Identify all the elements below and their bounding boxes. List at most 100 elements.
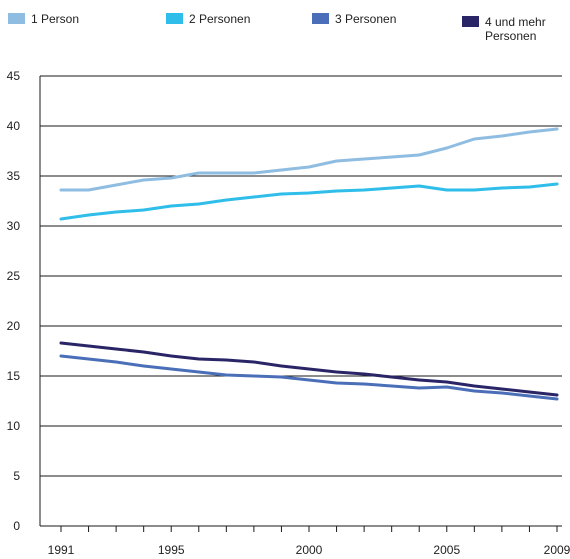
data-point [114,210,118,214]
data-point [500,391,504,395]
data-point [445,385,448,389]
data-point [59,217,63,221]
x-tick-label: 1995 [158,543,185,557]
data-point [362,382,366,386]
series-line-1 [59,127,559,192]
data-point [225,198,228,202]
data-point [335,381,338,385]
data-point [390,155,393,159]
data-point [390,375,393,379]
data-point [335,370,338,374]
data-point [59,354,63,358]
data-point [528,390,531,394]
data-point [197,357,200,361]
y-tick-label: 40 [7,119,21,133]
data-point [528,130,531,134]
legend-swatch [462,16,479,27]
data-point [114,360,118,364]
data-point [307,378,311,382]
data-point [142,350,145,354]
data-point [252,374,256,378]
y-tick-label: 25 [7,269,21,283]
data-point [528,185,531,189]
legend-swatch [312,13,329,24]
legend-item-3-personen: 3 Personen [312,12,396,26]
data-point [87,188,90,192]
data-point [362,157,366,161]
y-tick-label: 45 [7,69,21,83]
data-point [418,378,421,382]
x-tick-label: 2000 [296,543,323,557]
data-point [555,127,559,131]
data-point [170,204,173,208]
data-point [500,387,504,391]
data-point [418,386,421,390]
y-tick-label: 10 [7,419,21,433]
y-tick-label: 0 [13,519,20,533]
legend-label: 4 und mehr Personen [485,15,546,43]
legend-label: 2 Personen [189,12,251,26]
legend-swatch [8,13,25,24]
data-point [473,188,476,192]
data-point [555,397,559,401]
data-point [335,189,338,193]
data-point [225,373,228,377]
data-point [390,384,393,388]
legend-item-2-personen: 2 Personen [166,12,250,26]
data-point [252,171,256,175]
data-point [114,183,118,187]
data-point [114,347,118,351]
data-point [280,192,283,196]
data-point [59,341,63,345]
legend-item-1-person: 1 Person [8,12,79,26]
data-point [528,394,531,398]
data-point [280,375,283,379]
data-point [87,344,90,348]
y-tick-label: 35 [7,169,21,183]
x-tick-label: 2009 [544,543,570,557]
data-point [307,165,311,169]
data-point [142,364,145,368]
data-point [418,184,421,188]
legend-item-4-und-mehr-personen: 4 und mehr Personen [462,15,546,43]
y-tick-label: 20 [7,319,21,333]
data-point [473,137,476,141]
data-point [225,171,228,175]
data-point [500,186,504,190]
y-tick-label: 15 [7,369,21,383]
data-point [197,202,200,206]
data-point [362,372,366,376]
data-point [142,208,145,212]
data-point [473,384,476,388]
legend-label: 3 Personen [335,12,397,26]
data-point [473,389,476,393]
data-point [555,393,559,397]
series-line-3 [59,354,559,401]
data-point [59,188,63,192]
data-point [390,186,393,190]
data-point [170,176,173,180]
series-line-2 [59,182,559,221]
data-point [445,380,448,384]
data-point [445,146,448,150]
x-tick-label: 2005 [433,543,460,557]
data-point [197,171,200,175]
data-point [87,357,90,361]
data-point [252,195,256,199]
data-point [197,370,200,374]
data-point [170,367,173,371]
legend-label: 1 Person [31,12,80,26]
data-point [335,159,338,163]
data-point [87,213,90,217]
y-tick-label: 30 [7,219,21,233]
x-tick-label: 1991 [48,543,75,557]
data-point [252,360,256,364]
data-point [170,354,173,358]
data-point [142,178,145,182]
data-point [418,153,421,157]
data-point [500,134,504,138]
data-point [307,191,311,195]
data-point [280,364,283,368]
data-point [555,182,559,186]
